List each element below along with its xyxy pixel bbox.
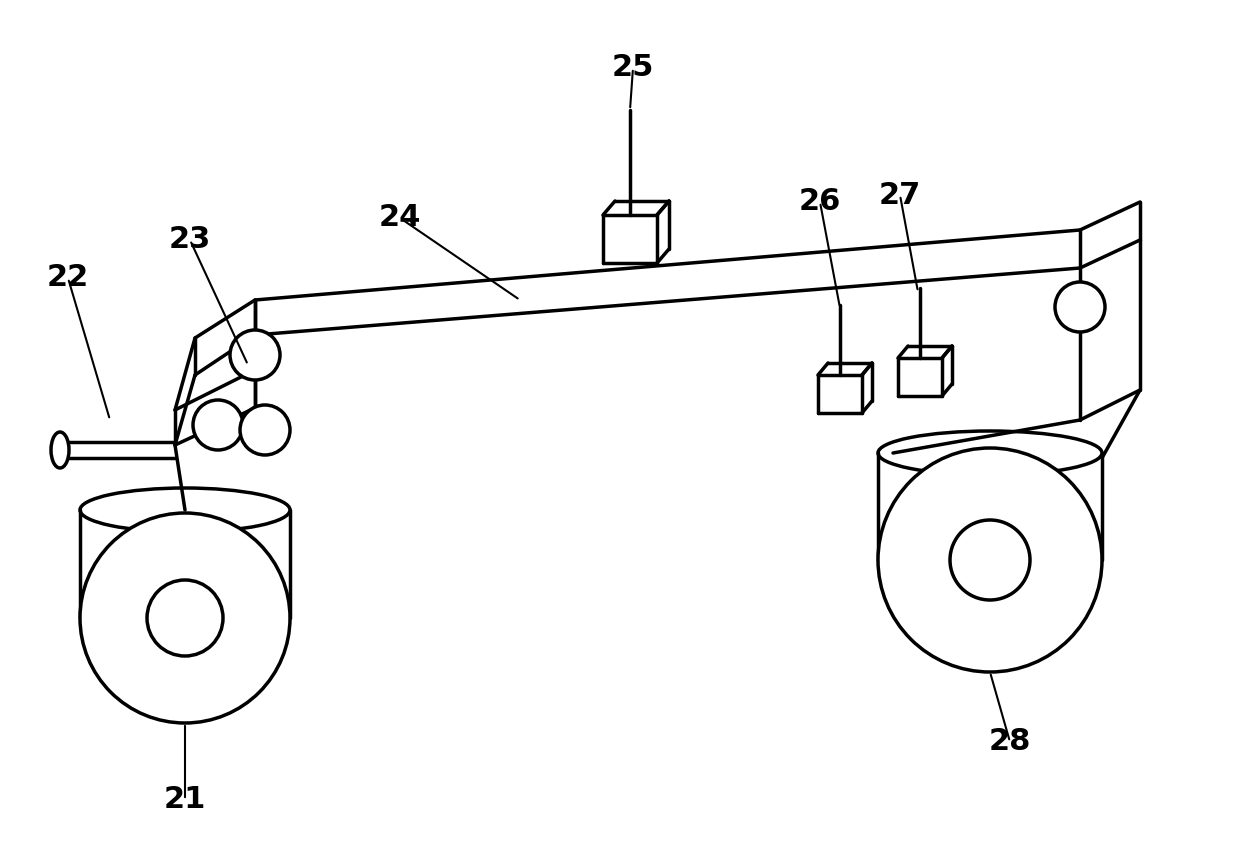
Ellipse shape — [81, 488, 290, 532]
Ellipse shape — [193, 400, 243, 450]
Text: 26: 26 — [799, 188, 841, 216]
Text: 27: 27 — [879, 181, 921, 209]
Text: 23: 23 — [169, 226, 211, 255]
Ellipse shape — [148, 580, 223, 656]
Ellipse shape — [1055, 282, 1105, 332]
Text: 24: 24 — [378, 203, 422, 232]
Ellipse shape — [950, 520, 1030, 600]
Text: 22: 22 — [47, 263, 89, 293]
Ellipse shape — [241, 405, 290, 455]
Ellipse shape — [229, 330, 280, 380]
Ellipse shape — [878, 448, 1102, 672]
Ellipse shape — [878, 431, 1102, 475]
Ellipse shape — [81, 513, 290, 723]
Ellipse shape — [51, 432, 69, 468]
Text: 21: 21 — [164, 785, 206, 815]
Text: 25: 25 — [611, 53, 655, 83]
Text: 28: 28 — [988, 728, 1032, 757]
